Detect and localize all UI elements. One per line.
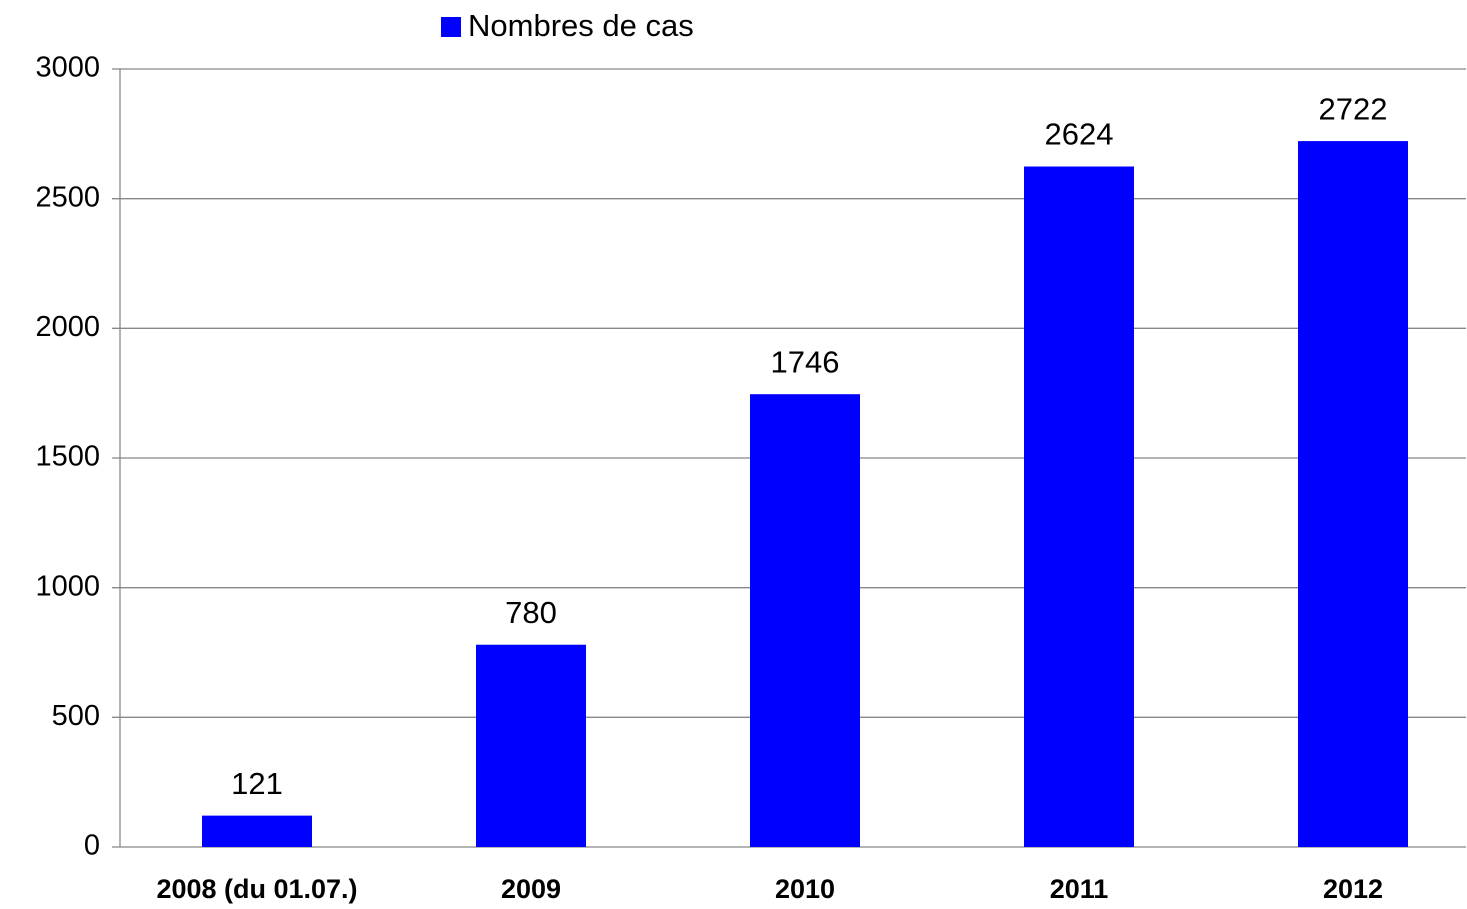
y-tick-label: 2000 — [35, 311, 100, 343]
bar — [202, 815, 312, 847]
value-label: 1746 — [771, 344, 840, 379]
y-tick-label: 500 — [52, 700, 100, 732]
x-tick-label: 2008 (du 01.07.) — [156, 874, 357, 904]
legend-label: Nombres de cas — [468, 8, 694, 43]
value-label: 2624 — [1045, 117, 1114, 152]
legend-swatch — [441, 17, 461, 37]
y-tick-label: 3000 — [35, 52, 100, 84]
y-tick-label: 0 — [84, 830, 100, 862]
bar — [1298, 141, 1408, 847]
value-label: 780 — [505, 595, 557, 630]
x-tick-label: 2010 — [775, 874, 835, 904]
value-label: 121 — [231, 766, 283, 801]
y-tick-label: 2500 — [35, 181, 100, 213]
x-tick-label: 2009 — [501, 874, 561, 904]
y-tick-label: 1500 — [35, 441, 100, 473]
x-tick-label: 2012 — [1323, 874, 1383, 904]
y-tick-label: 1000 — [35, 570, 100, 602]
bar — [1024, 166, 1134, 847]
value-label: 2722 — [1319, 91, 1388, 126]
bar — [476, 644, 586, 847]
bar — [750, 394, 860, 847]
x-tick-label: 2011 — [1050, 874, 1109, 904]
